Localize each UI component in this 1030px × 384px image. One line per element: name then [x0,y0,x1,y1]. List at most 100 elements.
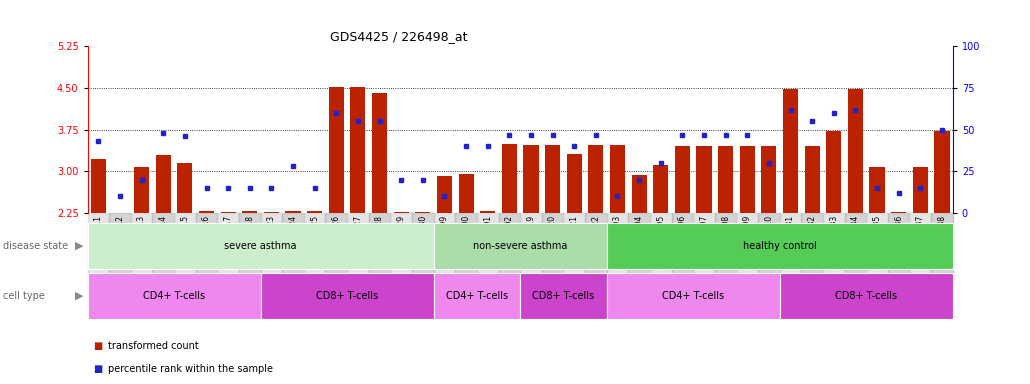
Bar [913,167,928,213]
Bar [112,213,128,215]
Bar [220,212,236,213]
Bar [823,213,845,288]
Bar [696,146,712,213]
Bar [109,213,131,288]
Bar [783,89,798,213]
Bar [437,176,452,213]
Bar [866,213,888,288]
Bar [845,213,866,288]
Bar [934,131,950,213]
Bar [801,213,823,288]
Bar [715,213,736,288]
Bar [826,131,842,213]
Bar [650,213,672,288]
Bar [607,273,780,319]
Bar [758,213,780,288]
Bar [653,165,668,213]
Bar [91,159,106,213]
Bar [434,223,607,269]
Text: ▶: ▶ [75,241,83,251]
Bar [675,146,690,213]
Bar [520,273,607,319]
Bar [566,154,582,213]
Bar [628,213,650,288]
Text: GDS4425 / 226498_at: GDS4425 / 226498_at [330,30,468,43]
Bar [888,213,909,288]
Text: ■: ■ [93,341,102,351]
Bar [740,146,755,213]
Text: transformed count: transformed count [108,341,199,351]
Bar [455,213,477,288]
Bar [325,213,347,288]
Bar [285,212,301,213]
Bar [718,146,733,213]
Bar [350,87,366,213]
Text: ■: ■ [93,364,102,374]
Bar [588,145,604,213]
Bar [217,213,239,288]
Bar [672,213,693,288]
Bar [499,213,520,288]
Text: healthy control: healthy control [743,241,817,251]
Bar [909,213,931,288]
Text: CD4+ T-cells: CD4+ T-cells [446,291,508,301]
Bar [869,167,885,213]
Text: CD8+ T-cells: CD8+ T-cells [533,291,594,301]
Bar [693,213,715,288]
Bar [156,155,171,213]
Bar [199,212,214,213]
Bar [196,213,217,288]
Text: CD8+ T-cells: CD8+ T-cells [835,291,897,301]
Bar [239,213,261,288]
Bar [134,167,149,213]
Text: CD4+ T-cells: CD4+ T-cells [143,291,205,301]
Bar [88,213,109,288]
Bar [545,145,560,213]
Text: cell type: cell type [3,291,45,301]
Bar [761,146,777,213]
Bar [891,212,906,213]
Text: percentile rank within the sample: percentile rank within the sample [108,364,273,374]
Bar [390,213,412,288]
Bar [736,213,758,288]
Text: disease state: disease state [3,241,68,251]
Bar [88,223,434,269]
Text: severe asthma: severe asthma [225,241,297,251]
Bar [585,213,607,288]
Bar [329,87,344,213]
Bar [415,212,431,213]
Text: CD8+ T-cells: CD8+ T-cells [316,291,378,301]
Bar [88,273,261,319]
Bar [610,145,625,213]
Bar [434,213,455,288]
Bar [563,213,585,288]
Bar [261,273,434,319]
Bar [542,213,563,288]
Bar [780,273,953,319]
Bar [264,212,279,213]
Text: non-severe asthma: non-severe asthma [473,241,568,251]
Bar [412,213,434,288]
Bar [261,213,282,288]
Bar [848,89,863,213]
Bar [477,213,499,288]
Bar [347,213,369,288]
Bar [631,175,647,213]
Bar [307,212,322,213]
Bar [282,213,304,288]
Bar [372,93,387,213]
Bar [520,213,542,288]
Bar [480,212,495,213]
Bar [780,213,801,288]
Bar [304,213,325,288]
Bar [174,213,196,288]
Bar [242,212,258,213]
Bar [393,212,409,213]
Bar [931,213,953,288]
Bar [804,146,820,213]
Bar [502,144,517,213]
Bar [607,223,953,269]
Bar [523,145,539,213]
Bar [152,213,174,288]
Text: ▶: ▶ [75,291,83,301]
